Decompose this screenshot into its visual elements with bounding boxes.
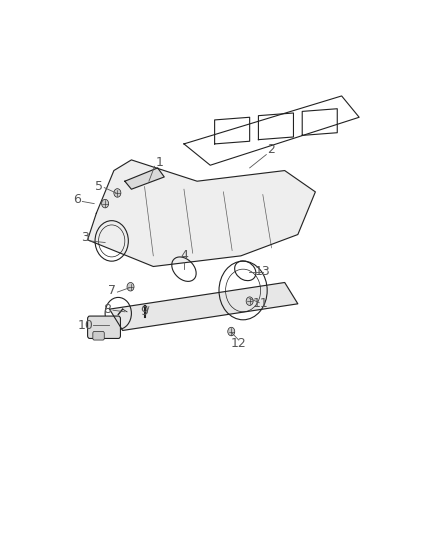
Text: 10: 10 — [78, 319, 93, 332]
Circle shape — [127, 282, 134, 291]
Polygon shape — [125, 168, 164, 189]
Text: 6: 6 — [73, 193, 81, 206]
Polygon shape — [110, 282, 298, 330]
Text: 2: 2 — [268, 143, 276, 156]
Text: 5: 5 — [95, 180, 102, 193]
FancyBboxPatch shape — [88, 316, 120, 338]
Circle shape — [228, 327, 235, 336]
Circle shape — [114, 189, 121, 197]
Text: 13: 13 — [255, 265, 271, 278]
Text: 9: 9 — [141, 305, 148, 318]
FancyBboxPatch shape — [93, 332, 104, 340]
Text: 8: 8 — [103, 303, 111, 316]
Text: 12: 12 — [231, 337, 247, 350]
Text: 11: 11 — [253, 297, 268, 310]
Circle shape — [246, 297, 253, 305]
Text: 4: 4 — [180, 249, 188, 262]
Text: 7: 7 — [108, 284, 116, 297]
Polygon shape — [88, 160, 315, 266]
Text: 1: 1 — [156, 156, 164, 169]
Text: 3: 3 — [81, 231, 89, 244]
Circle shape — [102, 199, 109, 208]
